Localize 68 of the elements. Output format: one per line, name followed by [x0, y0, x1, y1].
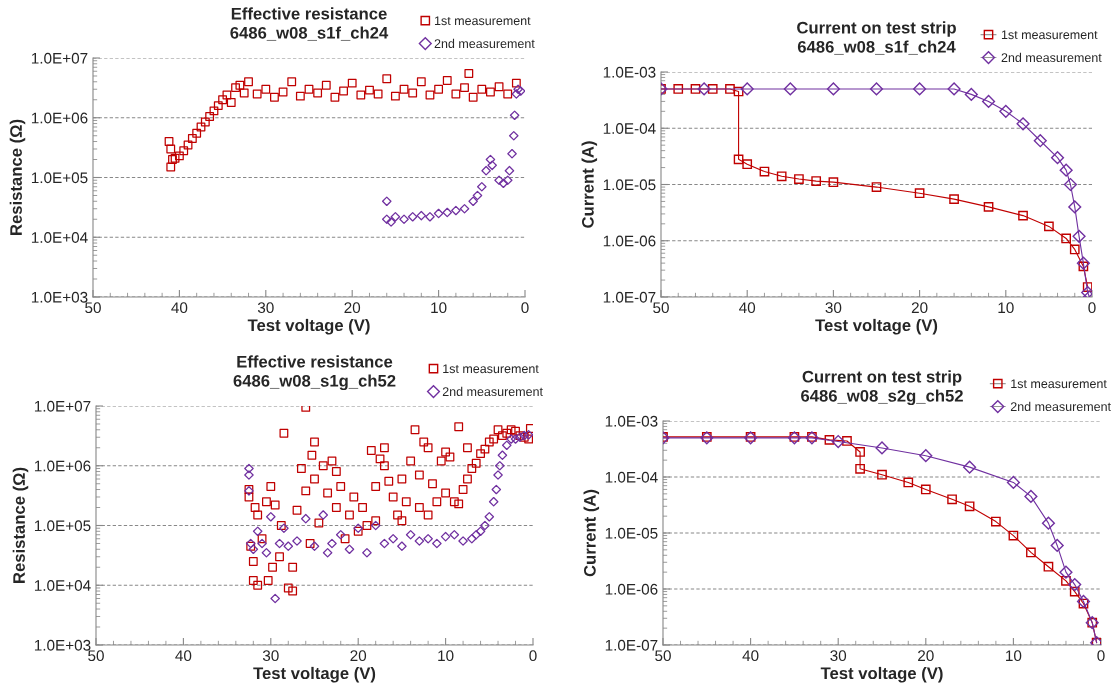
- y-tick-label: 1.0E+05: [34, 520, 91, 532]
- y-tick-label: 1.0E+03: [34, 639, 91, 651]
- chart-subtitle: 6486_w08_s2g_ch52: [801, 389, 963, 406]
- x-tick-label: 40: [171, 302, 188, 314]
- y-tick-label: 1.0E+06: [31, 112, 88, 124]
- x-tick-label: 20: [918, 650, 934, 662]
- x-tick-label: 30: [262, 650, 279, 662]
- x-tick-label: 30: [825, 302, 842, 314]
- y-tick-label: 1.0E-04: [605, 471, 658, 483]
- y-tick-label: 1.0E-05: [605, 527, 658, 539]
- chart-title: Effective resistance: [231, 7, 387, 20]
- x-tick-label: 40: [742, 650, 759, 662]
- legend-label: 1st measurement: [443, 364, 539, 374]
- y-tick-label: 1.0E+05: [31, 172, 88, 184]
- chart-title: Current on test strip: [802, 370, 962, 386]
- x-tick-label: 0: [521, 302, 529, 314]
- y-tick-label: 1.0E+03: [31, 291, 88, 303]
- x-axis-title: Test voltage (V): [253, 666, 376, 683]
- x-tick-label: 10: [431, 302, 447, 314]
- y-tick-label: 1.0E-07: [603, 291, 656, 303]
- x-tick-label: 20: [911, 302, 928, 314]
- y-axis-title: Current (A): [581, 141, 598, 228]
- x-axis-title: Test voltage (V): [815, 318, 938, 335]
- legend-label: 2nd measurement: [442, 386, 543, 397]
- y-tick-label: 1.0E-04: [603, 123, 656, 134]
- x-tick-label: 0: [1097, 650, 1105, 662]
- chart-subtitle: 6486_w08_s1g_ch52: [233, 374, 396, 391]
- y-tick-label: 1.0E+04: [31, 232, 88, 243]
- y-tick-label: 1.0E-06: [603, 235, 656, 247]
- x-tick-label: 50: [655, 650, 671, 662]
- x-tick-label: 10: [1006, 650, 1022, 662]
- chart-subtitle: 6486_w08_s1f_ch24: [230, 26, 389, 41]
- x-tick-label: 50: [88, 650, 104, 662]
- y-tick-label: 1.0E+07: [34, 400, 91, 412]
- x-tick-label: 10: [438, 650, 454, 662]
- x-tick-label: 0: [529, 650, 537, 662]
- x-axis-title: Test voltage (V): [247, 318, 370, 335]
- y-tick-label: 1.0E+07: [31, 52, 88, 64]
- x-tick-label: 50: [653, 302, 669, 314]
- legend-label: 2nd measurement: [1010, 401, 1111, 412]
- chart-title: Effective resistance: [237, 355, 393, 368]
- y-tick-label: 1.0E+06: [34, 460, 91, 472]
- x-tick-label: 40: [739, 302, 756, 314]
- y-axis-title: Resistance (Ω): [9, 119, 26, 235]
- y-axis-title: Current (A): [583, 489, 600, 577]
- x-tick-label: 30: [257, 302, 274, 314]
- y-tick-label: 1.0E-03: [603, 66, 656, 78]
- x-tick-label: 50: [85, 302, 101, 314]
- x-tick-label: 10: [998, 302, 1014, 314]
- chart-subtitle: 6486_w08_s1f_ch24: [797, 40, 956, 55]
- x-tick-label: 20: [350, 650, 367, 662]
- legend-label: 1st measurement: [1011, 379, 1107, 389]
- x-tick-label: 40: [175, 650, 192, 662]
- legend-label: 1st measurement: [1001, 30, 1098, 40]
- y-tick-label: 1.0E-05: [603, 179, 656, 191]
- x-axis-title: Test voltage (V): [820, 666, 943, 683]
- y-tick-label: 1.0E-07: [605, 639, 658, 651]
- y-tick-label: 1.0E-06: [605, 583, 658, 595]
- legend-label: 2nd measurement: [434, 38, 535, 49]
- legend-label: 1st measurement: [434, 16, 531, 26]
- y-tick-label: 1.0E+04: [34, 580, 91, 591]
- legend-label: 2nd measurement: [1001, 52, 1102, 63]
- x-tick-label: 20: [344, 302, 361, 314]
- x-tick-label: 0: [1088, 302, 1096, 314]
- y-tick-label: 1.0E-03: [605, 415, 658, 427]
- chart-title: Current on test strip: [797, 21, 956, 37]
- x-tick-label: 30: [830, 650, 847, 662]
- y-axis-title: Resistance (Ω): [12, 467, 29, 583]
